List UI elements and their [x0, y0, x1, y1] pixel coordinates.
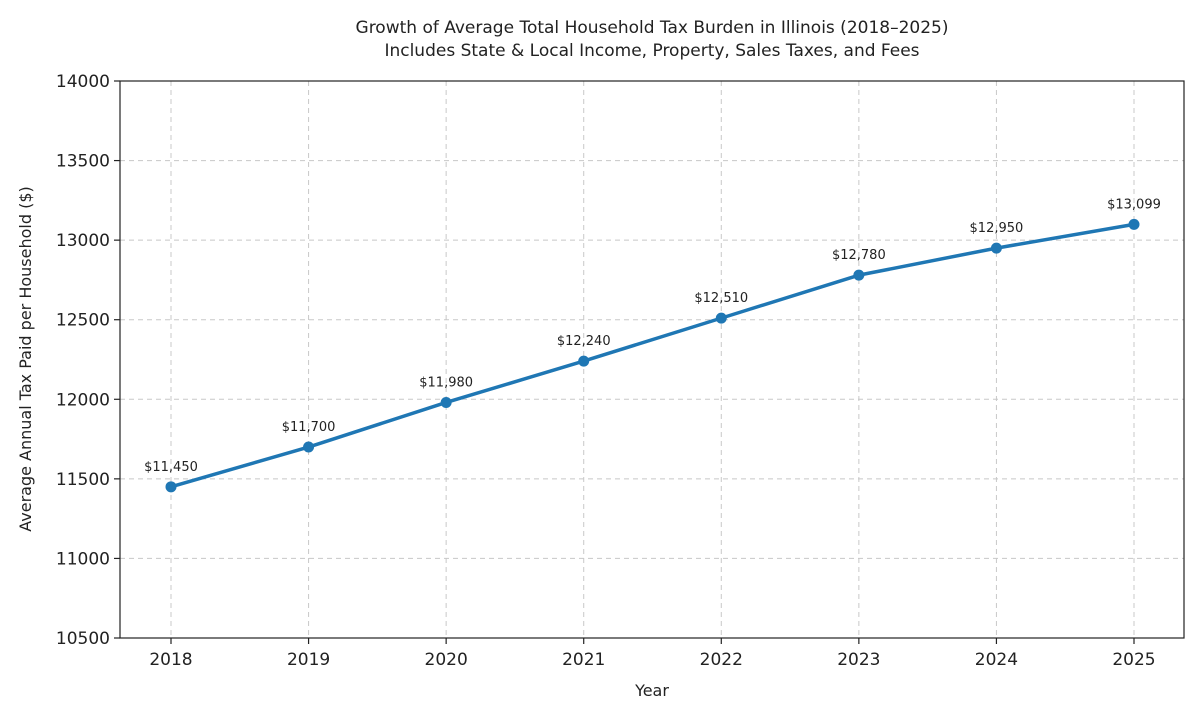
y-tick-label: 13500	[56, 152, 110, 172]
y-axis-ticks: 10500 11000 11500 12000 12500 13000 13500 14000	[56, 72, 120, 649]
y-tick-label: 14000	[56, 72, 110, 92]
plot-frame	[119, 80, 1185, 639]
series-line	[170, 222, 1135, 489]
data-label: $11,700	[282, 420, 336, 435]
x-tick-label: 2020	[425, 650, 468, 670]
y-tick-label: 11500	[56, 470, 110, 490]
data-label: $11,450	[144, 460, 198, 475]
x-tick-label: 2025	[1112, 650, 1155, 670]
data-label: $12,780	[832, 248, 886, 263]
y-tick-label: 10500	[56, 629, 110, 649]
y-tick-label: 12000	[56, 390, 110, 410]
data-point	[440, 396, 452, 408]
y-tick-label: 12500	[56, 311, 110, 331]
x-tick-label: 2024	[975, 650, 1018, 670]
series-layer: $11,450 $11,700 $11,980 $12,240 $12,510 $12,7…	[144, 197, 1161, 493]
data-label: $13,099	[1107, 197, 1161, 212]
data-point	[715, 312, 727, 324]
x-axis-ticks: 2018 2019 2020 2021 2022 2023 2024 2025	[149, 638, 1156, 670]
x-axis-label: Year	[634, 681, 669, 700]
data-label: $12,510	[694, 291, 748, 306]
y-tick-label: 11000	[56, 549, 110, 569]
y-tick-label: 13000	[56, 231, 110, 251]
chart-subtitle: Includes State & Local Income, Property,…	[384, 41, 919, 61]
x-tick-label: 2018	[149, 650, 192, 670]
x-tick-label: 2019	[287, 650, 330, 670]
x-tick-label: 2022	[700, 650, 743, 670]
data-point	[578, 355, 590, 367]
data-label: $12,240	[557, 334, 611, 349]
data-point	[853, 269, 865, 281]
grid-lines	[120, 80, 1184, 639]
data-label: $12,950	[970, 221, 1024, 236]
chart-title: Growth of Average Total Household Tax Bu…	[356, 18, 949, 38]
x-tick-label: 2023	[837, 650, 880, 670]
y-axis-label: Average Annual Tax Paid per Household ($…	[16, 186, 35, 531]
data-point	[303, 441, 315, 453]
data-label: $11,980	[419, 375, 473, 390]
x-tick-label: 2021	[562, 650, 605, 670]
data-point	[1128, 218, 1140, 230]
data-point	[165, 481, 177, 493]
data-point	[990, 242, 1002, 254]
